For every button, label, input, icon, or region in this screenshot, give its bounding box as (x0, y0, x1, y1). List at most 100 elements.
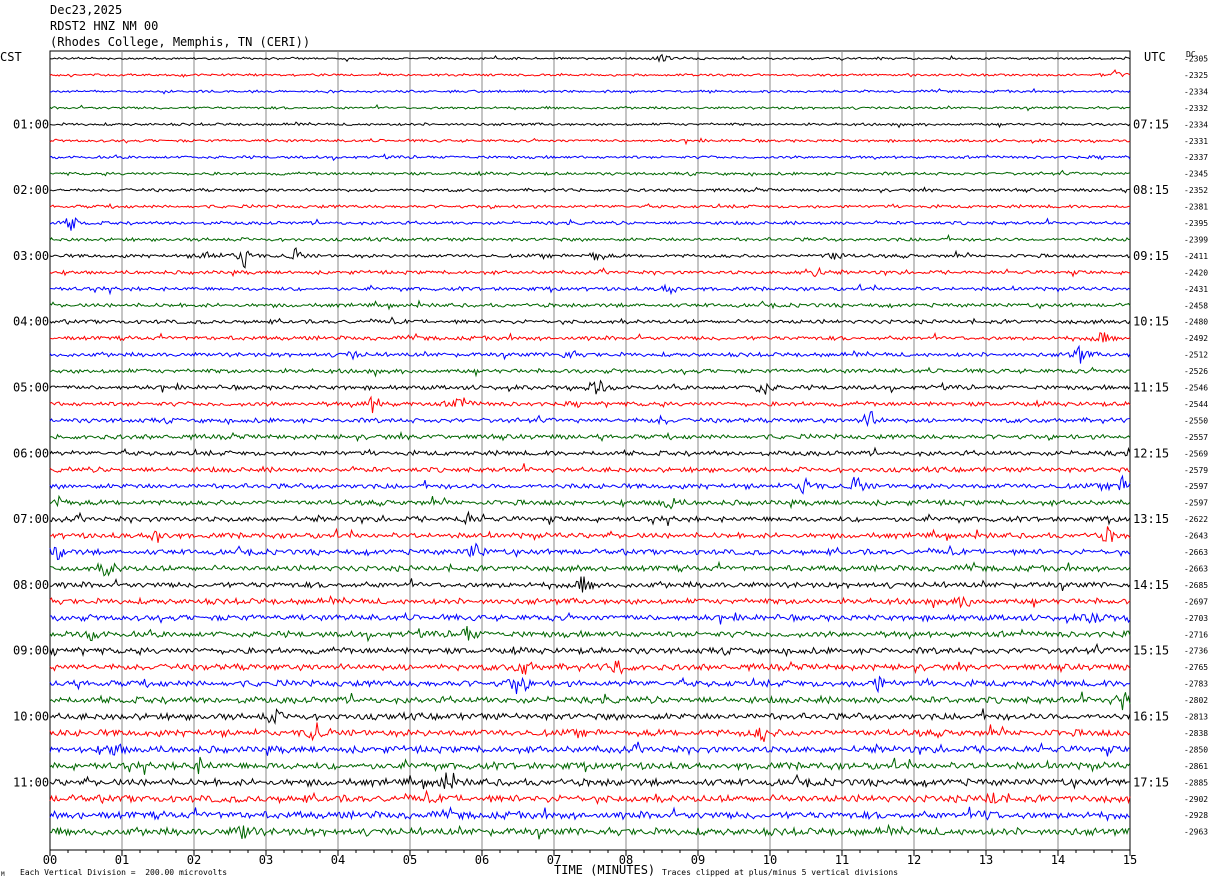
dc-offset-label: -2480 (1184, 318, 1208, 327)
left-time-label: 01:00 (13, 117, 49, 131)
dc-offset-label: -2411 (1184, 252, 1208, 261)
trace-line (49, 299, 1131, 311)
x-tick-label: 12 (907, 853, 921, 867)
left-time-label: 02:00 (13, 183, 49, 197)
trace-line (50, 87, 1131, 95)
left-timezone-label: CST (0, 50, 22, 64)
x-tick-label: 02 (187, 853, 201, 867)
dc-offset-label: -2703 (1184, 614, 1208, 623)
dc-offset-label: -2622 (1184, 515, 1208, 524)
trace-line (49, 474, 1131, 495)
trace-line (49, 805, 1131, 822)
header-station: RDST2 HNZ NM 00 (50, 19, 159, 33)
dc-offset-label: -2334 (1184, 87, 1208, 96)
dc-offset-label: -2813 (1184, 713, 1208, 722)
trace-line (49, 283, 1131, 296)
dc-offset-label: -2885 (1184, 778, 1208, 787)
trace-line (49, 316, 1131, 326)
dc-offset-label: -2325 (1184, 71, 1208, 80)
dc-offset-label: -2736 (1184, 647, 1208, 656)
left-time-label: 03:00 (13, 249, 49, 263)
trace-line (49, 741, 1131, 757)
trace-line (49, 217, 1131, 231)
x-tick-label: 05 (403, 853, 417, 867)
right-timezone-label: UTC (1144, 50, 1166, 64)
trace-line (49, 494, 1131, 510)
trace-line (49, 69, 1131, 78)
right-time-label: 14:15 (1133, 578, 1169, 592)
trace-line (49, 233, 1131, 243)
dc-offset-label: -2928 (1184, 811, 1208, 820)
x-tick-label: 03 (259, 853, 273, 867)
dc-offset-label: -2783 (1184, 680, 1208, 689)
trace-line (49, 379, 1131, 395)
trace-line (49, 186, 1131, 194)
dc-offset-label: -2902 (1184, 795, 1208, 804)
right-time-label: 12:15 (1133, 446, 1169, 460)
dc-offset-label: -2395 (1184, 219, 1208, 228)
dc-offset-label: -2526 (1184, 367, 1208, 376)
dc-label: DC (1186, 50, 1196, 59)
dc-offset-label: -2838 (1184, 729, 1208, 738)
dc-offset-label: -2579 (1184, 466, 1208, 475)
header-location: (Rhodes College, Memphis, TN (CERI)) (50, 35, 311, 49)
dc-offset-label: -2334 (1184, 120, 1208, 129)
right-time-label: 17:15 (1133, 775, 1169, 789)
x-tick-label: 13 (979, 853, 993, 867)
trace-line (49, 169, 1131, 177)
trace-line (49, 526, 1131, 543)
dc-offset-label: -2352 (1184, 186, 1208, 195)
right-time-label: 15:15 (1133, 644, 1169, 658)
trace-line (49, 121, 1131, 129)
dc-offset-label: -2663 (1184, 548, 1208, 557)
trace-line (49, 463, 1131, 474)
dc-offset-label: -2305 (1184, 55, 1208, 64)
clip-note: Traces clipped at plus/minus 5 vertical … (662, 868, 899, 877)
trace-line (49, 576, 1131, 593)
trace-line (49, 823, 1131, 840)
trace-line (49, 410, 1131, 428)
trace-line (49, 642, 1130, 658)
dc-offset-label: -2861 (1184, 762, 1208, 771)
x-tick-label: 08 (619, 853, 633, 867)
dc-offset-label: -2381 (1184, 203, 1208, 212)
dc-offset-label: -2337 (1184, 153, 1208, 162)
trace-line (49, 722, 1131, 742)
dc-offset-label: -2492 (1184, 334, 1208, 343)
trace-line (49, 395, 1131, 414)
right-time-label: 08:15 (1133, 183, 1169, 197)
dc-offset-label: -2458 (1184, 301, 1208, 310)
trace-line (49, 626, 1131, 643)
x-tick-label: 09 (691, 853, 705, 867)
x-axis-label: TIME (MINUTES) (554, 863, 656, 877)
trace-line (49, 789, 1131, 806)
left-time-label: 08:00 (13, 578, 49, 592)
trace-line (49, 756, 1131, 775)
dc-offset-label: -2431 (1184, 285, 1208, 294)
left-time-label: 04:00 (13, 315, 49, 329)
trace-line (49, 691, 1131, 711)
trace-line (49, 560, 1131, 577)
trace-line (49, 708, 1131, 725)
dc-offset-label: -2663 (1184, 564, 1208, 573)
dc-offset-label: -2802 (1184, 696, 1208, 705)
right-time-label: 07:15 (1133, 117, 1169, 131)
trace-line (49, 660, 1131, 675)
right-time-label: 16:15 (1133, 710, 1169, 724)
dc-offset-label: -2512 (1184, 351, 1208, 360)
x-tick-label: 00 (43, 853, 57, 867)
header-date: Dec23,2025 (50, 3, 123, 17)
right-time-label: 11:15 (1133, 381, 1169, 395)
left-time-label: 09:00 (13, 644, 49, 658)
x-tick-label: 14 (1051, 853, 1065, 867)
corner-mark: M (1, 871, 5, 878)
trace-line (49, 675, 1131, 695)
dc-offset-label: -2420 (1184, 268, 1208, 277)
x-tick-label: 15 (1123, 853, 1137, 867)
dc-offset-label: -2597 (1184, 499, 1208, 508)
x-tick-label: 06 (475, 853, 489, 867)
dc-offset-label: -2569 (1184, 449, 1208, 458)
dc-offset-label: -2550 (1184, 416, 1208, 425)
trace-line (49, 772, 1131, 790)
